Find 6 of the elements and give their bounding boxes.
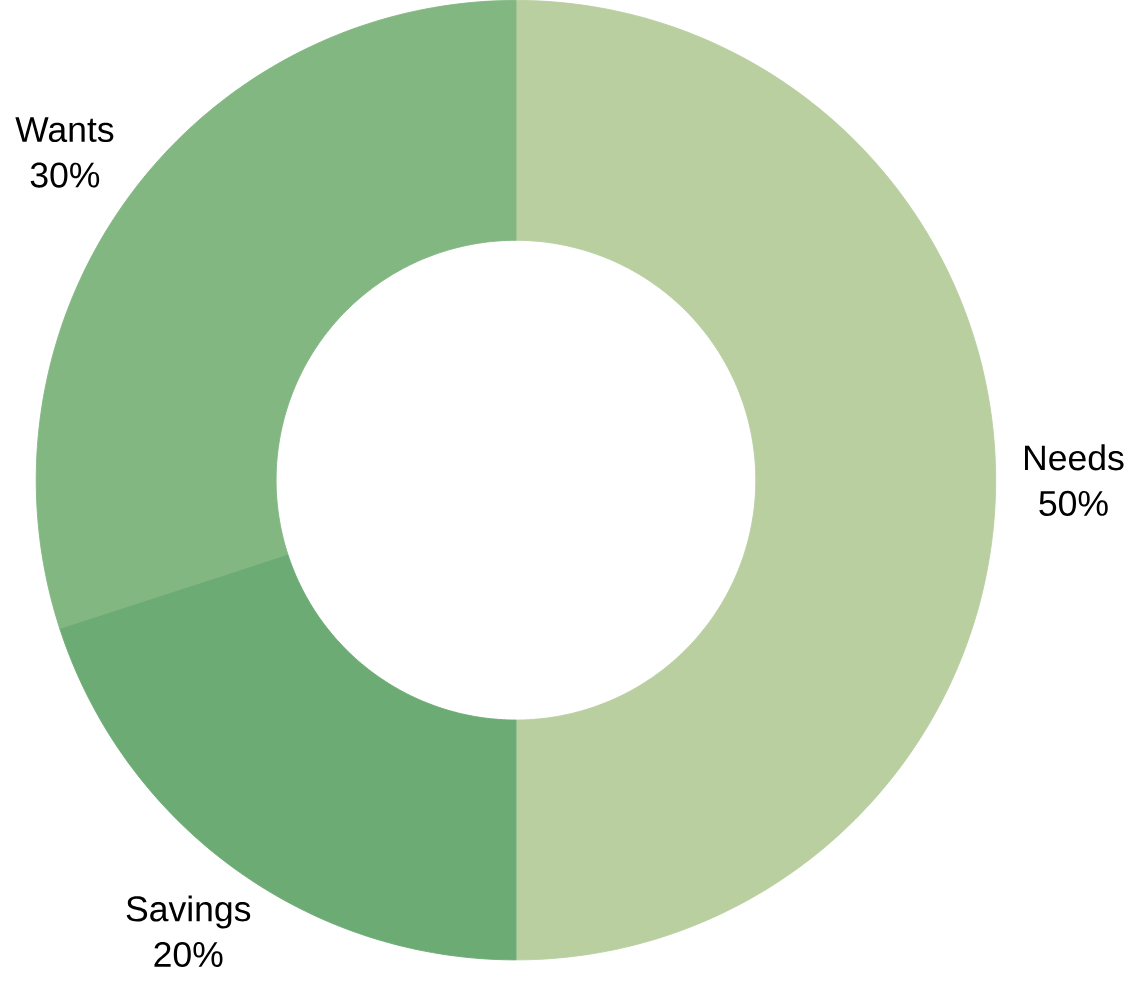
data-label: 30% [30,162,100,188]
slice-label: Savings [126,895,251,929]
data-label: 20% [154,941,223,967]
slice-label: Wants [15,117,114,142]
slice-label: Needs [1025,444,1124,471]
data-label: 50% [1039,490,1108,516]
